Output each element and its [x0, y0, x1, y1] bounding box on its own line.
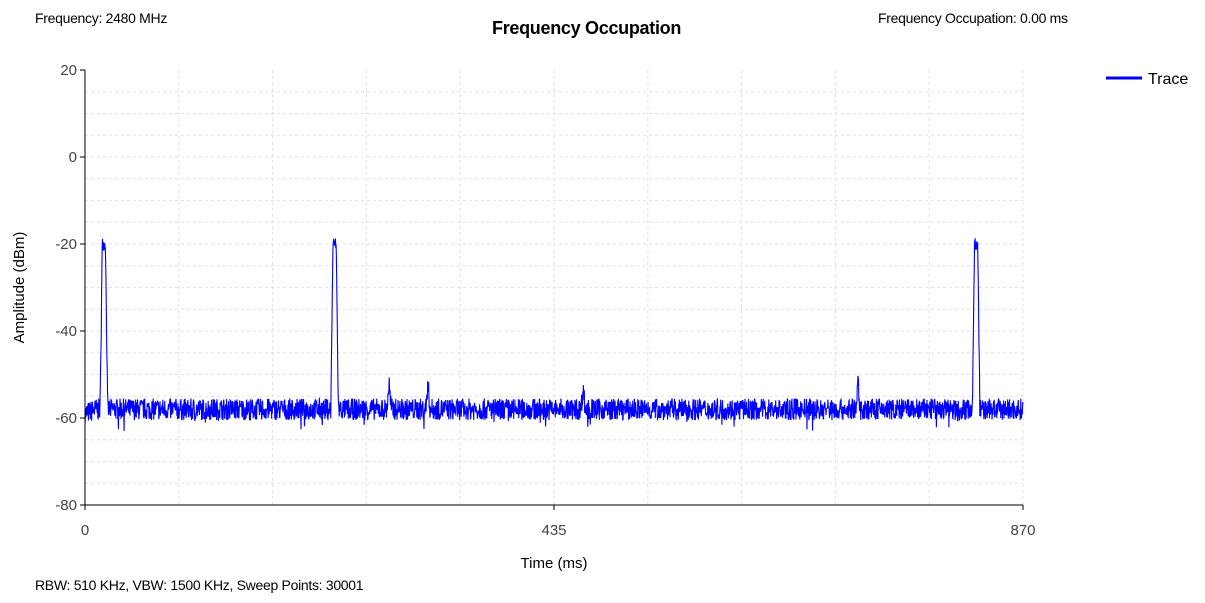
y-tick-label: -80: [55, 497, 77, 514]
trace-line: [84, 238, 1024, 431]
y-tick-label: -40: [55, 323, 77, 340]
y-tick-label: 0: [69, 149, 77, 166]
trace-layer: [84, 238, 1024, 431]
x-axis-label: Time (ms): [521, 555, 588, 572]
x-tick-label: 870: [1010, 522, 1035, 539]
tick-layer: 200-20-40-60-800 435 870: [55, 62, 1035, 539]
y-tick-label: -60: [55, 410, 77, 427]
frequency-readout: Frequency: 2480 MHz: [35, 10, 168, 26]
y-tick-label: 20: [60, 62, 77, 79]
legend[interactable]: Trace: [1106, 71, 1188, 88]
y-tick-label: -20: [55, 236, 77, 253]
occupation-readout: Frequency Occupation: 0.00 ms: [878, 10, 1068, 26]
x-tick-label: 0: [81, 522, 89, 539]
legend-label-trace: Trace: [1148, 71, 1188, 88]
measurement-settings: RBW: 510 KHz, VBW: 1500 KHz, Sweep Point…: [35, 577, 364, 593]
x-tick-label: 435: [541, 522, 566, 539]
y-axis-label: Amplitude (dBm): [11, 232, 28, 344]
major-grid: [85, 70, 1024, 505]
chart-title: Frequency Occupation: [492, 18, 682, 38]
